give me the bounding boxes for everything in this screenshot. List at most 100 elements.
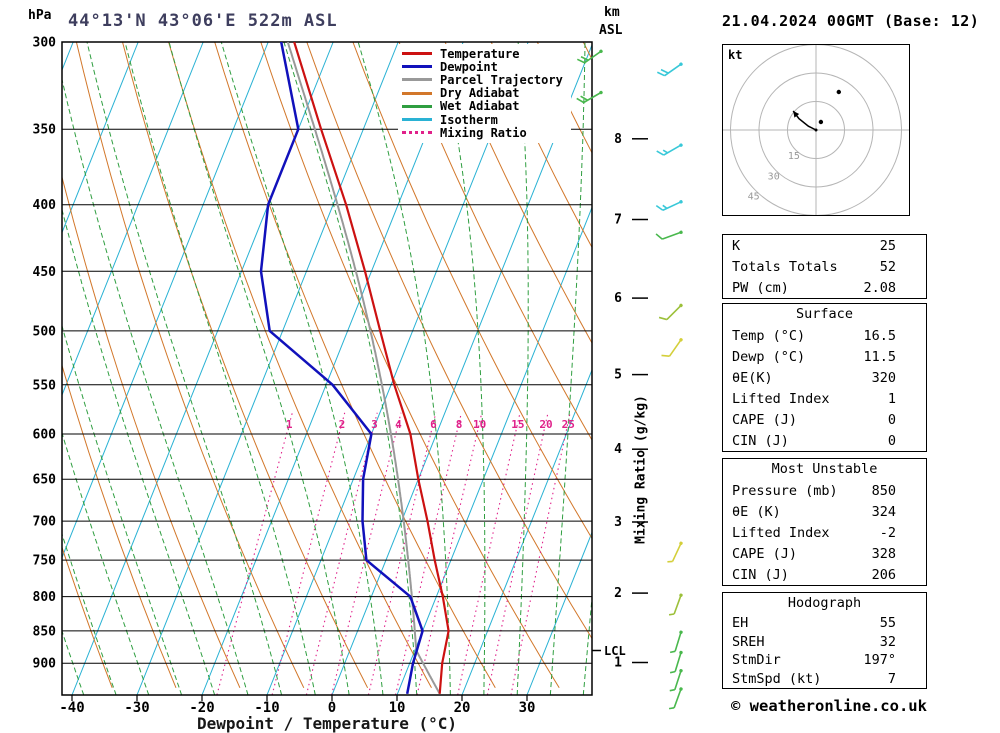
index-label: CAPE (J): [732, 411, 798, 428]
table-row: θE(K) 320: [723, 367, 926, 388]
index-label: Temp (°C): [732, 327, 806, 344]
dewpoint-line-swatch: [402, 65, 432, 69]
index-label: PW (cm): [732, 279, 789, 296]
svg-text:2: 2: [614, 586, 622, 601]
svg-text:500: 500: [33, 324, 57, 339]
table-row: Lifted Index 1: [723, 388, 926, 409]
index-label: Lifted Index: [732, 524, 830, 541]
table-row: StmDir 197°: [723, 651, 926, 670]
chart-legend: Temperature Dewpoint Parcel Trajectory D…: [398, 44, 571, 144]
svg-text:600: 600: [33, 428, 57, 443]
legend-item-mixing-ratio: Mixing Ratio: [402, 126, 563, 140]
index-label: EH: [732, 615, 749, 632]
index-label: SREH: [732, 633, 765, 650]
legend-item-dewpoint: Dewpoint: [402, 60, 563, 74]
surface-table: Surface Temp (°C) 16.5 Dewp (°C) 11.5 θE(K…: [722, 303, 927, 452]
svg-text:3: 3: [614, 515, 622, 530]
svg-text:-10: -10: [254, 700, 279, 716]
table-row: Lifted Index -2: [723, 522, 926, 543]
table-row: PW (cm) 2.08: [723, 277, 926, 298]
index-label: Pressure (mb): [732, 482, 838, 499]
index-value: 7: [887, 671, 896, 688]
index-value: 11.5: [863, 348, 896, 365]
table-row: SREH 32: [723, 633, 926, 652]
svg-text:6: 6: [430, 418, 437, 431]
index-value: 324: [871, 503, 896, 520]
index-value: 52: [879, 258, 896, 275]
svg-text:45: 45: [748, 191, 760, 202]
station-title: 44°13'N 43°06'E 522m ASL: [68, 11, 338, 31]
table-row: θE (K) 324: [723, 501, 926, 522]
svg-text:3: 3: [371, 418, 378, 431]
svg-text:-30: -30: [124, 700, 149, 716]
isotherm-line-swatch: [402, 118, 432, 122]
table-row: Temp (°C) 16.5: [723, 325, 926, 346]
index-value: 850: [871, 482, 896, 499]
skewt-chart: 1 2 3 4 6 8 10 15 20 2530035040045050055060065070…: [33, 36, 683, 716]
svg-text:20: 20: [539, 418, 552, 431]
most-unstable-table-title: Most Unstable: [771, 461, 878, 477]
index-label: StmDir: [732, 652, 781, 669]
index-label: CIN (J): [732, 566, 789, 583]
svg-text:8: 8: [614, 132, 622, 147]
index-label: StmSpd (kt): [732, 671, 822, 688]
table-row: EH 55: [723, 614, 926, 633]
svg-text:4: 4: [395, 418, 402, 431]
svg-text:-40: -40: [59, 700, 84, 716]
svg-text:15: 15: [511, 418, 524, 431]
index-value: 55: [879, 615, 896, 632]
legend-label: Isotherm: [440, 112, 498, 127]
hodograph-stats-table: Hodograph EH 55 SREH 32 StmDir 197° StmSpd …: [722, 592, 927, 690]
hodograph-table-title: Hodograph: [787, 595, 862, 611]
svg-text:0: 0: [328, 700, 336, 716]
index-value: 197°: [863, 652, 896, 669]
svg-text:30: 30: [519, 700, 536, 716]
x-axis-title: Dewpoint / Temperature (°C): [196, 714, 458, 733]
index-value: 25: [879, 237, 896, 254]
svg-text:400: 400: [33, 198, 57, 213]
index-value: 32: [879, 633, 896, 650]
mixing-ratio-line-swatch: [402, 131, 432, 135]
svg-text:800: 800: [33, 590, 57, 605]
svg-text:850: 850: [33, 624, 57, 639]
index-value: 0: [887, 432, 896, 449]
legend-label: Dry Adiabat: [440, 86, 520, 101]
table-row: K 25: [723, 235, 926, 256]
svg-text:25: 25: [562, 418, 575, 431]
table-row: CAPE (J) 328: [723, 543, 926, 564]
svg-text:350: 350: [33, 123, 57, 138]
table-row: Dewp (°C) 11.5: [723, 346, 926, 367]
mixing-ratio-axis-title: Mixing Ratio (g/kg): [633, 395, 649, 544]
legend-item-isotherm: Isotherm: [402, 112, 563, 127]
index-value: 1: [887, 390, 896, 407]
index-label: θE(K): [732, 369, 773, 386]
asl-axis-label: ASL: [599, 23, 623, 38]
legend-label: Temperature: [440, 46, 520, 61]
legend-label: Wet Adiabat: [440, 99, 520, 114]
svg-text:1: 1: [614, 656, 622, 671]
index-label: θE (K): [732, 503, 781, 520]
index-value: 16.5: [863, 327, 896, 344]
index-value: -2: [879, 524, 896, 541]
index-label: K: [732, 237, 741, 254]
svg-text:5: 5: [614, 368, 622, 383]
run-datetime: 21.04.2024 00GMT (Base: 12): [722, 12, 980, 30]
km-axis-label: km: [604, 5, 620, 20]
svg-text:7: 7: [614, 213, 622, 228]
hodograph-plot: 15 30 45: [723, 44, 909, 216]
index-label: Totals Totals: [732, 258, 838, 275]
index-value: 328: [871, 545, 896, 562]
most-unstable-table: Most Unstable Pressure (mb) 850 θE (K) 324…: [722, 458, 927, 586]
index-value: 2.08: [863, 279, 896, 296]
svg-text:30: 30: [768, 171, 780, 182]
svg-text:450: 450: [33, 265, 57, 280]
index-value: 0: [887, 411, 896, 428]
wet-adiabat-line-swatch: [402, 104, 432, 108]
svg-text:8: 8: [456, 418, 463, 431]
credit-text: © weatheronline.co.uk: [731, 697, 927, 715]
svg-text:550: 550: [33, 378, 57, 393]
table-row: Pressure (mb) 850: [723, 480, 926, 501]
svg-text:2: 2: [339, 418, 346, 431]
svg-text:15: 15: [788, 151, 800, 162]
svg-text:-20: -20: [189, 700, 214, 716]
